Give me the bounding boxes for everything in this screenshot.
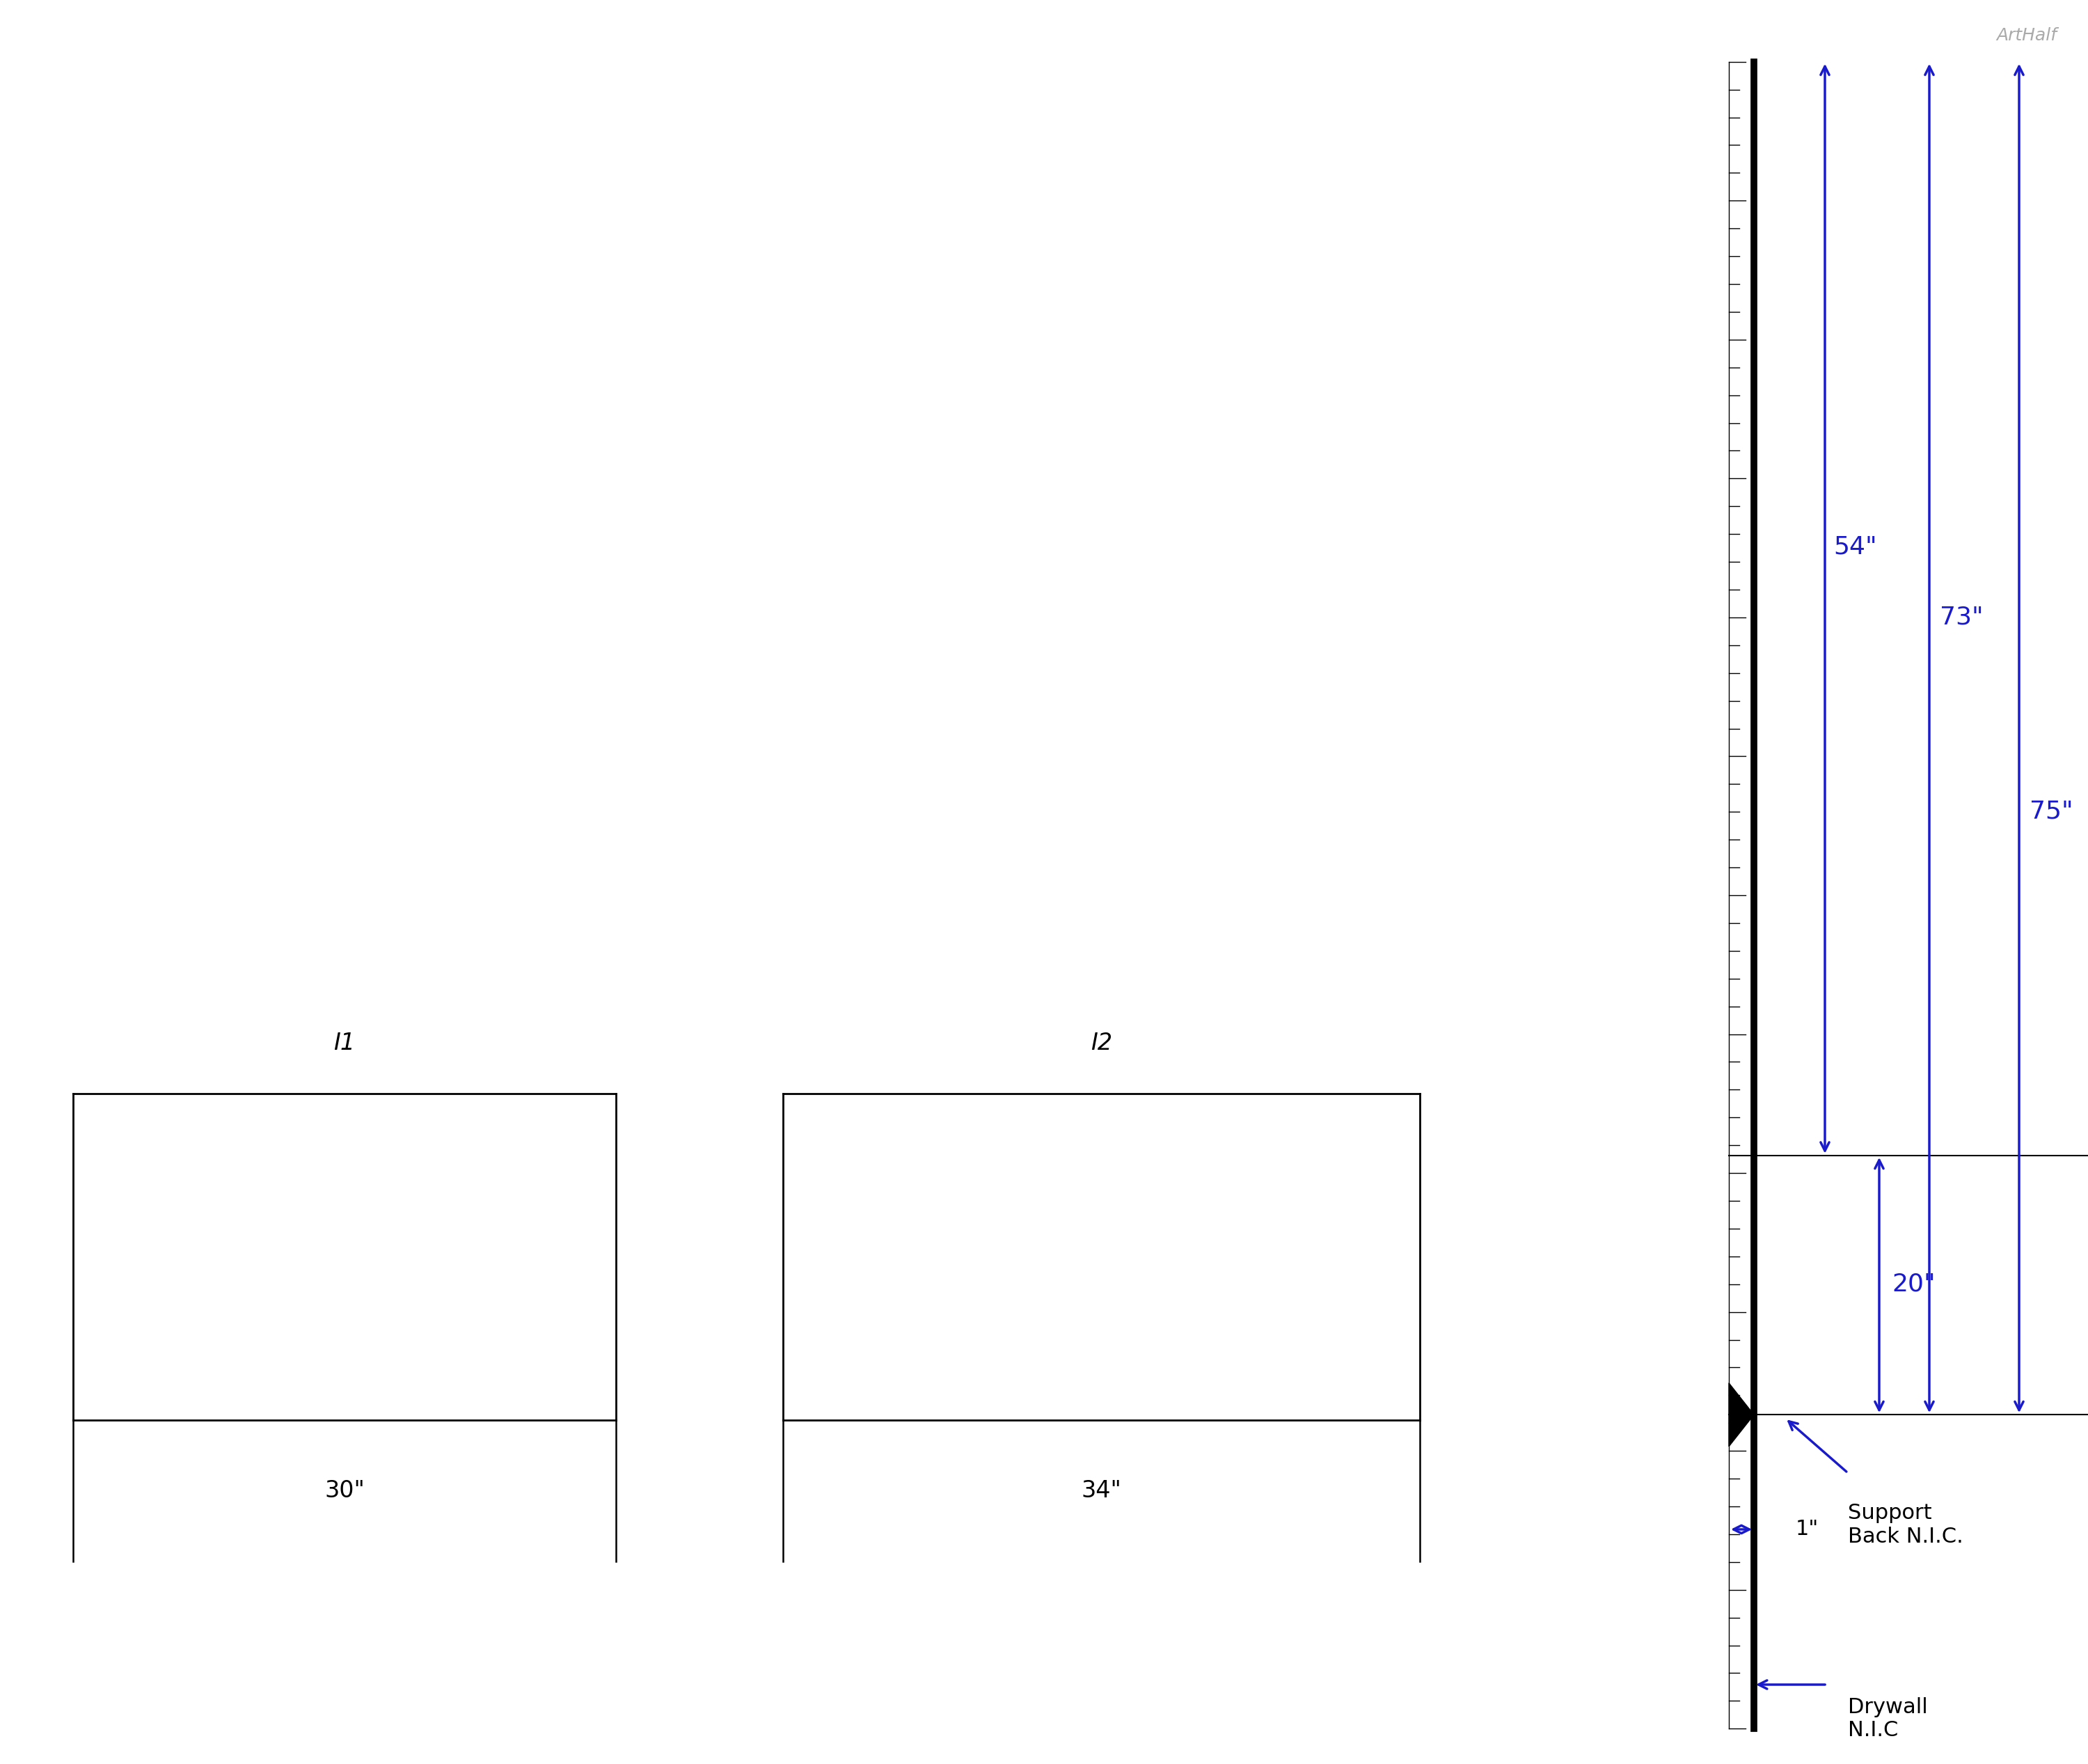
Text: 1": 1" [1796, 1519, 1819, 1540]
Text: 73": 73" [1940, 605, 1984, 630]
Text: 30": 30" [324, 1478, 365, 1503]
Text: 20": 20" [1892, 1272, 1936, 1297]
Text: 54": 54" [1833, 534, 1877, 559]
Polygon shape [1729, 1383, 1754, 1446]
Text: Drywall
N.I.C: Drywall N.I.C [1848, 1697, 1927, 1741]
Text: ArtHalf: ArtHalf [1996, 28, 2057, 44]
Text: 75": 75" [2030, 799, 2073, 824]
Text: 34": 34" [1082, 1478, 1121, 1503]
Text: I2: I2 [1090, 1032, 1113, 1055]
Text: I1: I1 [334, 1032, 355, 1055]
Text: Support
Back N.I.C.: Support Back N.I.C. [1848, 1503, 1963, 1547]
